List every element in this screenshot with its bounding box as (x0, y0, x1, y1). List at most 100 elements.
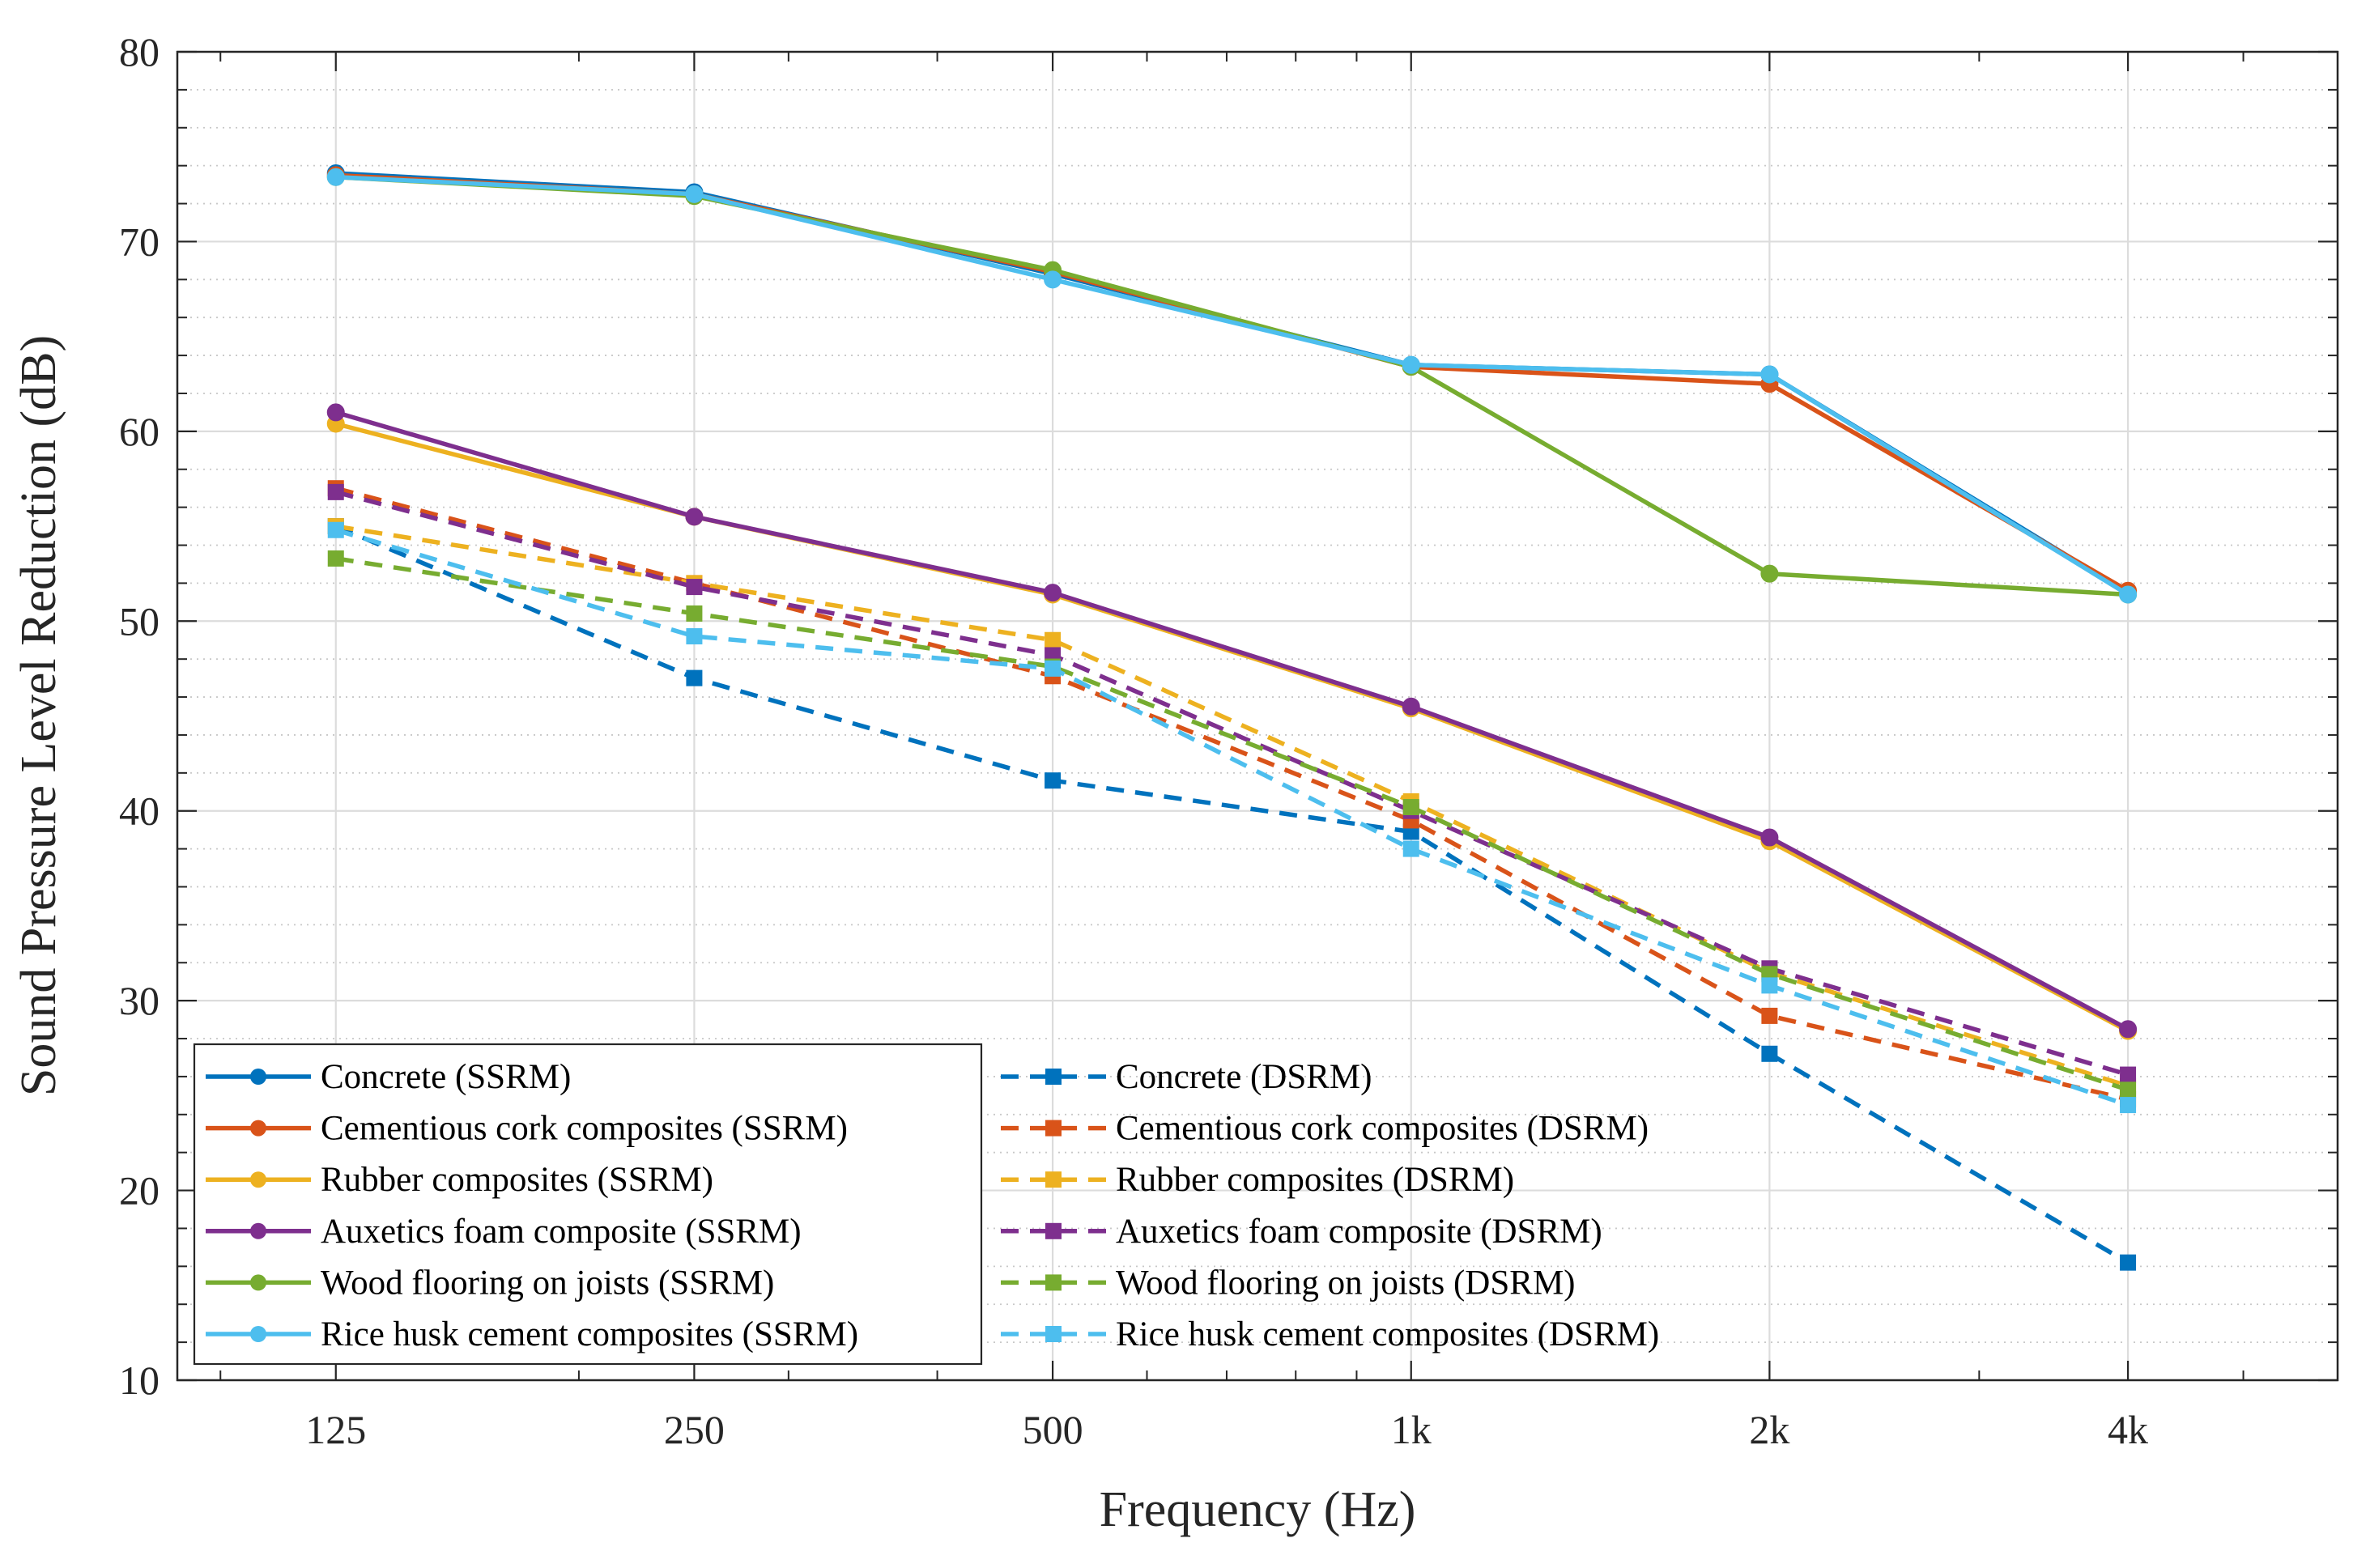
legend-label: Concrete (SSRM) (321, 1058, 571, 1096)
legend-box (193, 1043, 983, 1366)
x-tick-label: 1k (1391, 1407, 1432, 1452)
data-point (686, 669, 703, 686)
data-point (686, 628, 703, 645)
data-point (1761, 977, 1778, 994)
y-tick-label: 80 (119, 29, 160, 74)
legend-marker (250, 1120, 266, 1137)
y-tick-label: 20 (119, 1168, 160, 1213)
legend-marker (1045, 1326, 1062, 1342)
data-point (326, 168, 345, 186)
data-point (1044, 584, 1062, 602)
legend-item: Cementious cork composites (DSRM) (1001, 1110, 1649, 1148)
legend-label: Wood flooring on joists (SSRM) (321, 1264, 774, 1302)
x-axis-title: Frequency (Hz) (1100, 1482, 1416, 1537)
legend-marker (1045, 1120, 1062, 1137)
data-point (1402, 355, 1420, 374)
data-point (2120, 1097, 2137, 1114)
y-tick-label: 70 (119, 219, 160, 264)
data-point (1044, 270, 1062, 289)
series-line (335, 556, 2129, 1092)
data-point (1402, 840, 1419, 857)
x-tick-label: 4k (2108, 1407, 2148, 1452)
series-6 (326, 168, 2138, 604)
legend-marker (1045, 1274, 1062, 1291)
data-point (1402, 799, 1419, 816)
legend-label: Rice husk cement composites (SSRM) (321, 1315, 858, 1353)
legend-marker (250, 1222, 266, 1239)
legend-label: Rubber composites (SSRM) (321, 1161, 713, 1199)
y-tick-label: 10 (119, 1358, 160, 1403)
data-point (686, 605, 703, 622)
legend-label: Concrete (DSRM) (1116, 1058, 1372, 1096)
legend-item: Rice husk cement composites (SSRM) (206, 1315, 858, 1353)
x-tick-label: 125 (305, 1407, 366, 1452)
series-line (335, 410, 2130, 1031)
data-point (2119, 585, 2138, 604)
legend-marker (250, 1171, 266, 1188)
legend-item: Cementious cork composites (SSRM) (206, 1110, 848, 1148)
legend-label: Cementious cork composites (DSRM) (1116, 1110, 1649, 1148)
data-point (1760, 564, 1779, 583)
legend-item: Rice husk cement composites (DSRM) (1001, 1315, 1659, 1353)
data-point (1761, 1007, 1778, 1024)
data-point (327, 521, 344, 538)
series-4 (326, 403, 2138, 1039)
data-point (1761, 1045, 1778, 1062)
y-tick-label: 40 (119, 788, 160, 834)
data-point (327, 483, 344, 500)
axis-ticks (177, 50, 2338, 1382)
x-tick-label: 500 (1023, 1407, 1083, 1452)
legend-marker (1045, 1069, 1062, 1085)
legend-label: Rubber composites (DSRM) (1116, 1161, 1514, 1199)
data-point (686, 579, 703, 596)
series-line (334, 524, 2130, 1265)
series-line (335, 174, 2130, 597)
data-point (2120, 1066, 2137, 1083)
series-layer (326, 164, 2138, 1271)
data-point (2120, 1081, 2137, 1098)
legend-item: Wood flooring on joists (SSRM) (206, 1264, 774, 1302)
legend-item: Wood flooring on joists (DSRM) (1001, 1264, 1576, 1302)
x-tick-labels: 125 250 500 1k 2k 4k (305, 1407, 2148, 1452)
y-tick-labels: 10 20 30 40 50 60 70 80 (119, 29, 160, 1403)
legend-label: Cementious cork composites (SSRM) (321, 1110, 848, 1148)
legend-item: Concrete (DSRM) (1001, 1058, 1372, 1096)
legend-item: Concrete (SSRM) (206, 1058, 571, 1096)
data-point (1045, 631, 1062, 648)
plot-frame (176, 50, 2339, 1382)
legend-marker (1045, 1222, 1062, 1239)
data-point (685, 185, 704, 203)
series-line (335, 486, 2129, 1102)
legend-item: Rubber composites (DSRM) (1001, 1161, 1514, 1199)
series-line (335, 524, 2129, 1089)
y-tick-label: 50 (119, 598, 160, 644)
series-line (335, 528, 2129, 1107)
legend-item: Auxetics foam composite (SSRM) (206, 1213, 802, 1251)
data-point (1760, 828, 1779, 847)
data-point (1402, 697, 1420, 716)
data-point (1045, 772, 1062, 789)
legend-item: Auxetics foam composite (DSRM) (1001, 1213, 1602, 1251)
legend-marker (250, 1274, 266, 1291)
y-tick-label: 60 (119, 409, 160, 454)
legend-marker (250, 1069, 266, 1085)
data-point (327, 550, 344, 567)
legend-item: Rubber composites (SSRM) (206, 1161, 713, 1199)
data-point (1045, 660, 1062, 677)
legend-marker (1045, 1171, 1062, 1188)
series-line (335, 490, 2129, 1077)
legend-label: Auxetics foam composite (DSRM) (1116, 1213, 1602, 1251)
y-tick-label: 30 (119, 978, 160, 1023)
legend: Concrete (SSRM) Cementious cork composite… (193, 1043, 1659, 1366)
legend-marker (250, 1326, 266, 1342)
legend-label: Wood flooring on joists (DSRM) (1116, 1264, 1576, 1302)
data-point (1760, 365, 1779, 384)
data-point (685, 508, 704, 526)
legend-label: Rice husk cement composites (DSRM) (1116, 1315, 1659, 1353)
legend-label: Auxetics foam composite (SSRM) (321, 1213, 802, 1251)
data-point (326, 403, 345, 422)
x-tick-label: 2k (1749, 1407, 1789, 1452)
y-axis-title: Sound Pressure Level Reduction (dB) (11, 335, 66, 1096)
x-tick-label: 250 (664, 1407, 725, 1452)
